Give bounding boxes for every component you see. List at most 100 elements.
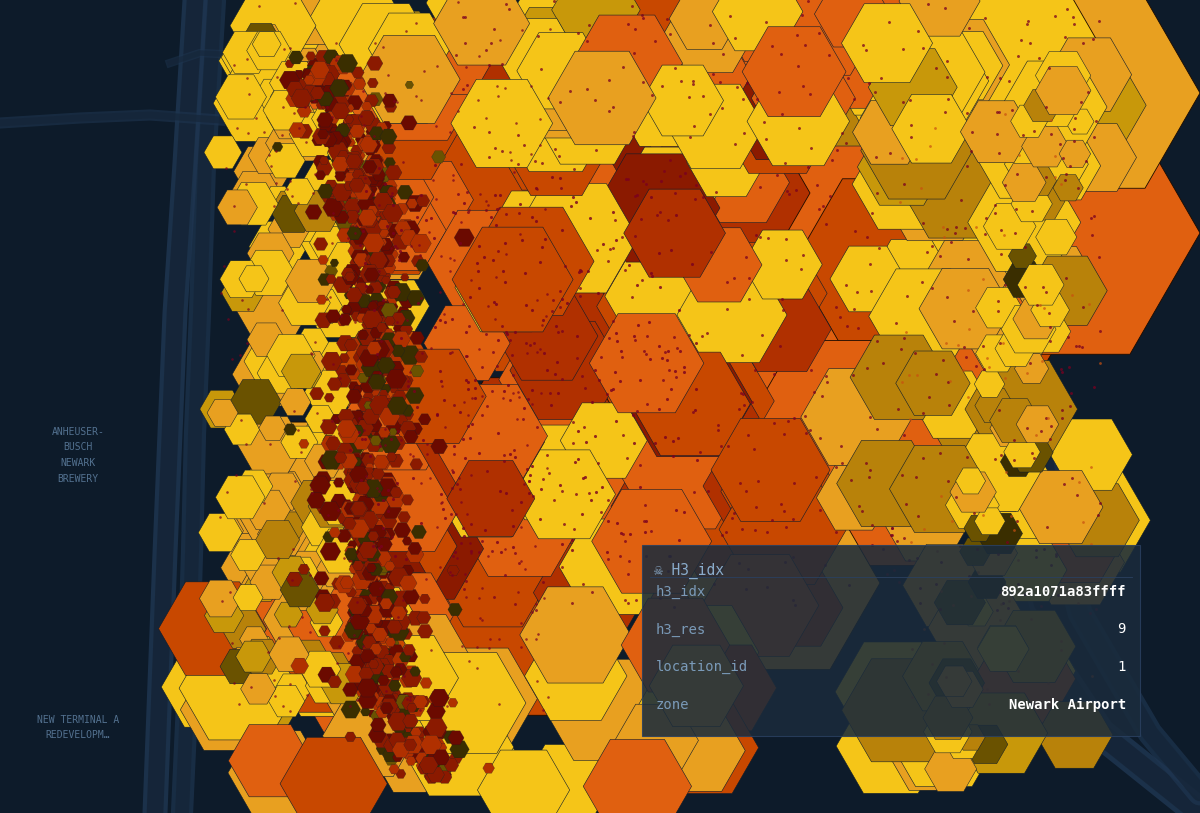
Point (734, 126, 754, 139)
Polygon shape (386, 498, 396, 506)
Point (496, 0, 515, 11)
Polygon shape (978, 627, 1030, 672)
Point (458, 206, 478, 219)
Point (906, 471, 925, 484)
Polygon shape (368, 520, 385, 535)
Polygon shape (343, 466, 356, 478)
Polygon shape (352, 470, 367, 484)
Polygon shape (450, 741, 469, 758)
Polygon shape (754, 569, 842, 646)
Polygon shape (346, 154, 362, 168)
Point (486, 271, 505, 284)
Point (330, 640, 349, 653)
Polygon shape (425, 745, 443, 760)
Polygon shape (376, 563, 389, 576)
Polygon shape (374, 474, 386, 484)
Polygon shape (373, 269, 386, 280)
Polygon shape (824, 8, 896, 70)
Polygon shape (220, 261, 263, 298)
Polygon shape (425, 772, 438, 784)
Point (746, 501, 766, 514)
Polygon shape (370, 664, 383, 676)
Point (906, 153, 925, 166)
Polygon shape (348, 615, 365, 630)
Point (464, 382, 484, 395)
Point (522, 383, 541, 396)
Polygon shape (322, 352, 342, 371)
Polygon shape (869, 49, 958, 126)
Point (613, 60, 632, 73)
Point (1085, 131, 1104, 144)
Polygon shape (310, 476, 331, 494)
Point (440, 566, 460, 579)
Polygon shape (371, 468, 384, 480)
Point (1024, 698, 1043, 711)
Point (563, 190, 582, 203)
Point (505, 546, 524, 559)
Polygon shape (420, 678, 432, 689)
Point (511, 554, 530, 567)
Polygon shape (367, 531, 379, 541)
Point (928, 545, 947, 558)
Point (572, 508, 592, 521)
Polygon shape (680, 497, 880, 670)
Point (586, 93, 605, 107)
Point (713, 102, 732, 115)
Polygon shape (372, 323, 390, 337)
Point (826, 461, 845, 474)
Point (542, 171, 562, 184)
Point (504, 541, 523, 554)
Point (407, 90, 426, 103)
Polygon shape (390, 626, 401, 635)
Point (706, 186, 725, 199)
Point (604, 206, 623, 219)
Polygon shape (374, 311, 382, 318)
Point (882, 522, 901, 535)
Point (431, 285, 450, 298)
Point (338, 231, 358, 244)
Polygon shape (348, 235, 361, 246)
Point (533, 319, 552, 332)
Point (580, 486, 599, 499)
Polygon shape (343, 127, 352, 135)
Point (646, 34, 665, 47)
Point (564, 437, 583, 450)
Point (485, 189, 504, 202)
Polygon shape (370, 328, 383, 338)
Polygon shape (352, 498, 364, 508)
Polygon shape (343, 198, 361, 214)
Point (913, 406, 932, 420)
Polygon shape (650, 606, 758, 699)
Polygon shape (496, 19, 577, 89)
Point (665, 187, 684, 200)
Polygon shape (380, 684, 392, 693)
Point (856, 44, 875, 57)
Polygon shape (392, 390, 407, 402)
Polygon shape (362, 333, 376, 345)
Point (1086, 602, 1105, 615)
Polygon shape (368, 377, 384, 390)
Polygon shape (403, 736, 424, 754)
Point (528, 420, 547, 433)
Polygon shape (388, 629, 398, 639)
Polygon shape (247, 323, 286, 356)
Point (259, 149, 278, 162)
Polygon shape (420, 648, 538, 750)
Point (732, 349, 751, 362)
Polygon shape (356, 635, 372, 649)
Point (752, 328, 772, 341)
Point (931, 556, 950, 569)
Point (383, 227, 402, 240)
Polygon shape (360, 398, 374, 411)
Polygon shape (328, 378, 342, 390)
Point (985, 198, 1004, 211)
Polygon shape (648, 294, 758, 390)
Polygon shape (376, 530, 390, 543)
Polygon shape (391, 614, 410, 630)
Point (1031, 299, 1050, 312)
Point (661, 244, 680, 257)
Point (379, 68, 398, 81)
Polygon shape (522, 64, 599, 131)
Point (788, 59, 808, 72)
Point (388, 424, 407, 437)
